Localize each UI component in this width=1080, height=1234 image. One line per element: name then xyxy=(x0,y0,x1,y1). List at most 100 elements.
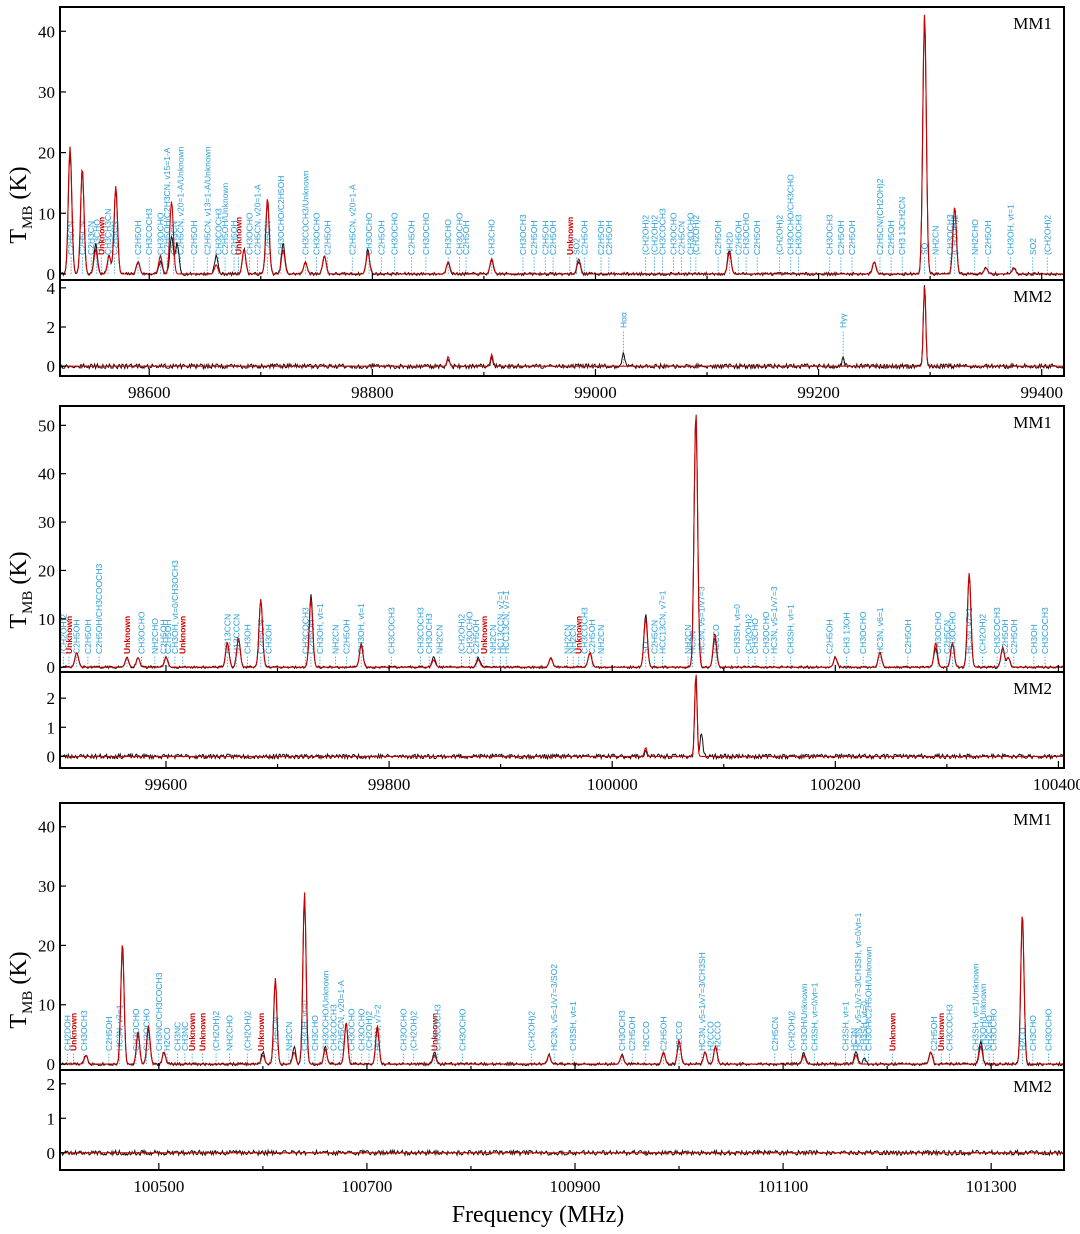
line-id-label: C2H5OH xyxy=(83,620,93,654)
line-id-label: CH3OCHO xyxy=(141,1008,151,1051)
line-id-label: CH3CHO xyxy=(1028,1015,1038,1051)
line-id-label: Unknown xyxy=(69,1013,79,1051)
line-id-label: CH3CHO xyxy=(487,219,497,255)
line-id-label: Unknown xyxy=(198,1013,208,1051)
line-id-label: HC3N xyxy=(849,1028,859,1051)
y-tick-label: 2 xyxy=(47,1075,56,1094)
y-tick-label: 30 xyxy=(38,513,55,532)
line-id-label: NH2CN xyxy=(563,625,573,654)
line-id-label: C2H5OH xyxy=(733,221,743,255)
line-id-label: C2H5CN xyxy=(770,1017,780,1051)
line-id-label: CH3OCHO xyxy=(364,212,374,255)
y-tick-label: 20 xyxy=(38,561,55,580)
line-id-label: C2H5OH xyxy=(713,221,723,255)
line-id-label: C2H5OH xyxy=(376,221,386,255)
line-id-label: C2H5OH xyxy=(604,221,614,255)
line-id-label: C2H5CN xyxy=(650,620,660,654)
line-id-label: Unknown xyxy=(64,616,74,654)
mm1-label: MM1 xyxy=(1013,413,1052,432)
line-id-label: CH3COCH3 xyxy=(657,208,667,255)
line-id-label: CH3COCH3 xyxy=(433,1004,443,1051)
line-id-label: C2H5CN, v13=1-A/Unknown xyxy=(202,146,212,255)
line-id-label: C2H5CN xyxy=(256,620,266,654)
line-id-label: NH2CN xyxy=(284,1022,294,1051)
line-id-label: CH3OH/Unknown xyxy=(799,983,809,1051)
line-id-label: (CH2OH)2 xyxy=(650,215,660,255)
line-id-label: CH3 13CH2CN xyxy=(897,197,907,255)
line-id-label: CH3OH, vt=1 xyxy=(1005,204,1015,255)
y-tick-label: 0 xyxy=(47,658,56,677)
mm2-panel: 0 1 2 MM2 xyxy=(47,671,1065,769)
line-id-label: C2H5OH xyxy=(983,221,993,255)
line-id-label: NH2D xyxy=(724,232,734,255)
mm2-observed-series xyxy=(60,285,1064,371)
x-tick-label: 100700 xyxy=(341,1177,392,1196)
x-tick-label: 100400 xyxy=(1033,775,1080,794)
line-id-label: H2CO xyxy=(1017,1027,1027,1051)
line-id-label: CH3OH/C2H5OH/Unknown xyxy=(863,946,873,1051)
line-id-label: C2H5CN, v20=1-A xyxy=(252,184,262,255)
line-id-label: C2H5CN xyxy=(66,221,76,255)
line-id-label: CH3COCH3 xyxy=(300,607,310,654)
y-tick-label: 0 xyxy=(47,357,56,376)
line-id-label: CH3OCHO xyxy=(346,1008,356,1051)
mm2-line-ids: Hαα Hγγ xyxy=(618,312,848,367)
mm1-label: MM1 xyxy=(1013,14,1052,33)
line-id-label: C2H5CN/(CH2OH)2 xyxy=(875,178,885,255)
line-id-label: CH3OCHO/CH3CHO xyxy=(786,174,796,255)
line-id-label: NH2CN xyxy=(434,625,444,654)
line-id-label: (CH2OH)2 xyxy=(950,215,960,255)
mm2-label: MM2 xyxy=(1013,1077,1052,1096)
line-id-label: C2H5OH xyxy=(658,1017,668,1051)
line-id-label: C2H5OH xyxy=(342,620,352,654)
y-axis-label-t: T xyxy=(6,1014,32,1029)
line-id-label: CH3OH, vt=0/CH3OCH3 xyxy=(170,560,180,654)
line-id-label: HC3N, v5=1/v7=3 xyxy=(696,586,706,654)
y-axis-label-t: T xyxy=(6,229,32,244)
line-id-label: HC3N, v5=1/v7=3/SO2 xyxy=(549,964,559,1051)
line-id-label: CH3OCHO xyxy=(458,1008,468,1051)
line-id-label: CH3OCHO xyxy=(312,212,322,255)
line-id-label: C2H5CN xyxy=(942,620,952,654)
mm1-line-ids: C2H5CN C2H5CNC2H3CNCH3CHOUnknownCH3CH3CNC… xyxy=(66,146,1052,274)
line-id-label: C2H5OH xyxy=(471,620,481,654)
line-id-label: CH3OCH3 xyxy=(793,214,803,255)
y-axis-label-bottom: TMB (K) xyxy=(6,951,36,1028)
y-tick-label: 10 xyxy=(38,996,55,1015)
line-id-label: (CH2OH)2 xyxy=(978,614,988,654)
y-axis-label-subscript: MB xyxy=(20,206,36,229)
mm2-spectra xyxy=(60,1148,1064,1157)
line-id-label: (CH2OH)2 xyxy=(691,215,701,255)
y-tick-label: 30 xyxy=(38,877,55,896)
mm1-model-series xyxy=(60,892,1064,1065)
line-id-label: CH3COCH3 xyxy=(1040,607,1050,654)
line-id-label: CH3OH, vt=1 xyxy=(356,603,366,654)
line-id-label: Unknown xyxy=(479,616,489,654)
y-tick-label: 1 xyxy=(47,1109,56,1128)
line-id-label: H2CCO xyxy=(641,1021,651,1051)
y-tick-label: 1 xyxy=(47,718,56,737)
line-id-label: CH3OCHO xyxy=(421,212,431,255)
line-id-label: CH3OCH3 xyxy=(617,1010,627,1051)
x-tick-label: 101300 xyxy=(966,1177,1017,1196)
y-tick-label: 40 xyxy=(38,22,55,41)
line-id-label: HC3N, v5=1/v7=3 xyxy=(769,586,779,654)
line-id-label: Unknown xyxy=(887,1013,897,1051)
mm2-spectra xyxy=(60,285,1064,371)
line-id-label: C2H5OH xyxy=(1000,620,1010,654)
line-id-label: HC3N, v5=1/v7=3/CH3SH, vt=0/vt=1 xyxy=(853,912,863,1051)
line-id-label: NH2CN xyxy=(331,625,341,654)
mm2-panel: Hαα Hγγ 0 2 4 MM2 xyxy=(47,279,1065,377)
line-id-label: C2H5OH xyxy=(540,221,550,255)
line-id-label: C2H5OH xyxy=(825,620,835,654)
line-id-label: CH3OCH3 xyxy=(518,214,528,255)
y-tick-label: 30 xyxy=(38,83,55,102)
line-id-label: CH3CHO xyxy=(750,618,760,654)
line-id-label: Unknown xyxy=(936,1013,946,1051)
line-id-label: CH3COCH3 xyxy=(992,607,1002,654)
line-id-label: CH3OH xyxy=(264,624,274,654)
line-id-label: CH3OCHO xyxy=(685,212,695,255)
line-id-label: CH3NC/CH3COCH3 xyxy=(154,972,164,1051)
mm2-frame xyxy=(59,1069,1065,1171)
